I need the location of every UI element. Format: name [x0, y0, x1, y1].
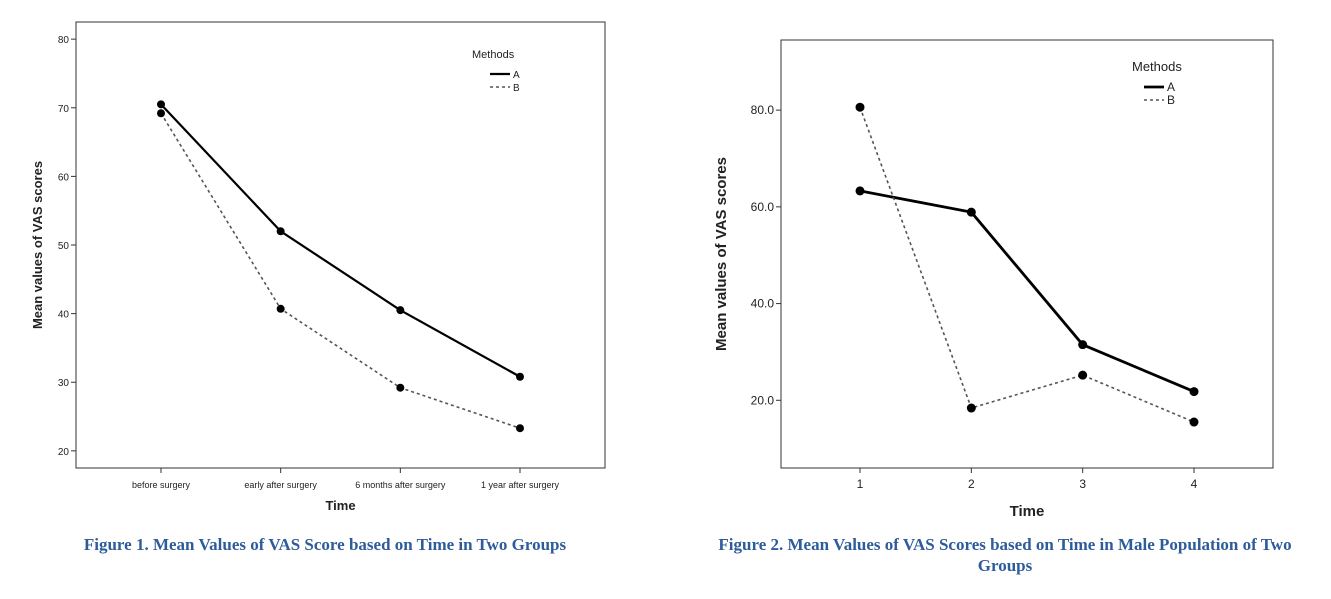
data-point-a: [966, 207, 976, 217]
data-point-b: [855, 102, 865, 112]
legend-label-b: B: [1167, 93, 1175, 107]
y-axis-label: Mean values of VAS scores: [30, 161, 45, 329]
x-tick-label: 2: [968, 477, 975, 491]
x-tick-label: 6 months after surgery: [355, 480, 446, 490]
x-tick-label: 3: [1079, 477, 1086, 491]
data-point-a: [276, 227, 285, 236]
legend-label-b: B: [513, 83, 520, 94]
y-tick-label: 40: [58, 310, 70, 321]
y-tick-label: 70: [58, 104, 70, 115]
data-point-b: [966, 403, 976, 413]
y-tick-label: 80: [58, 35, 70, 46]
legend-label-a: A: [513, 70, 520, 81]
chart-figure-2: 20.0 40.0 60.0 80.0 1 2 3 4 Time Mean values of V…: [713, 39, 1274, 520]
data-point-a: [157, 100, 165, 109]
data-point-a: [1189, 387, 1199, 397]
y-tick-label: 30: [58, 378, 70, 389]
series-line-b: [859, 106, 1195, 423]
y-tick-label: 40.0: [751, 297, 775, 311]
x-tick-label: 1: [857, 477, 864, 491]
x-tick-label: 1 year after surgery: [481, 480, 560, 490]
legend-title: Methods: [1132, 59, 1182, 74]
series-line-b: [160, 112, 521, 429]
data-point-a: [1078, 340, 1088, 350]
data-point-b: [157, 109, 165, 118]
chart-figure-1: 20 30 40 50 60 70 80 before surgery early after …: [30, 21, 606, 513]
data-point-b: [1189, 417, 1199, 427]
data-point-a: [396, 306, 405, 315]
y-axis-label: Mean values of VAS scores: [713, 157, 730, 351]
data-point-b: [1078, 370, 1088, 380]
figure-1-caption: Figure 1. Mean Values of VAS Score based…: [83, 535, 567, 554]
legend-label-a: A: [1167, 80, 1175, 94]
x-tick-label: early after surgery: [244, 480, 317, 490]
legend-title: Methods: [472, 49, 515, 61]
y-tick-label: 20: [58, 447, 70, 458]
y-tick-label: 60: [58, 172, 70, 183]
y-tick-label: 60.0: [751, 200, 775, 214]
y-tick-label: 80.0: [751, 103, 775, 117]
plot-frame: [75, 21, 606, 469]
y-tick-label: 20.0: [751, 393, 775, 407]
x-tick-label: 4: [1191, 477, 1198, 491]
data-point-b: [276, 304, 285, 313]
data-point-a: [855, 186, 865, 196]
data-point-a: [516, 372, 524, 381]
series-line-a: [859, 189, 1195, 393]
x-axis-label: Time: [1010, 503, 1045, 520]
series-line-a: [160, 103, 521, 378]
x-axis-label: Time: [325, 498, 355, 513]
data-point-b: [516, 424, 524, 433]
x-tick-label: before surgery: [132, 480, 191, 490]
figure-2-caption: Figure 2. Mean Values of VAS Scores base…: [718, 535, 1292, 575]
y-tick-label: 50: [58, 241, 70, 252]
data-point-b: [396, 383, 405, 392]
plot-frame: [780, 39, 1274, 469]
